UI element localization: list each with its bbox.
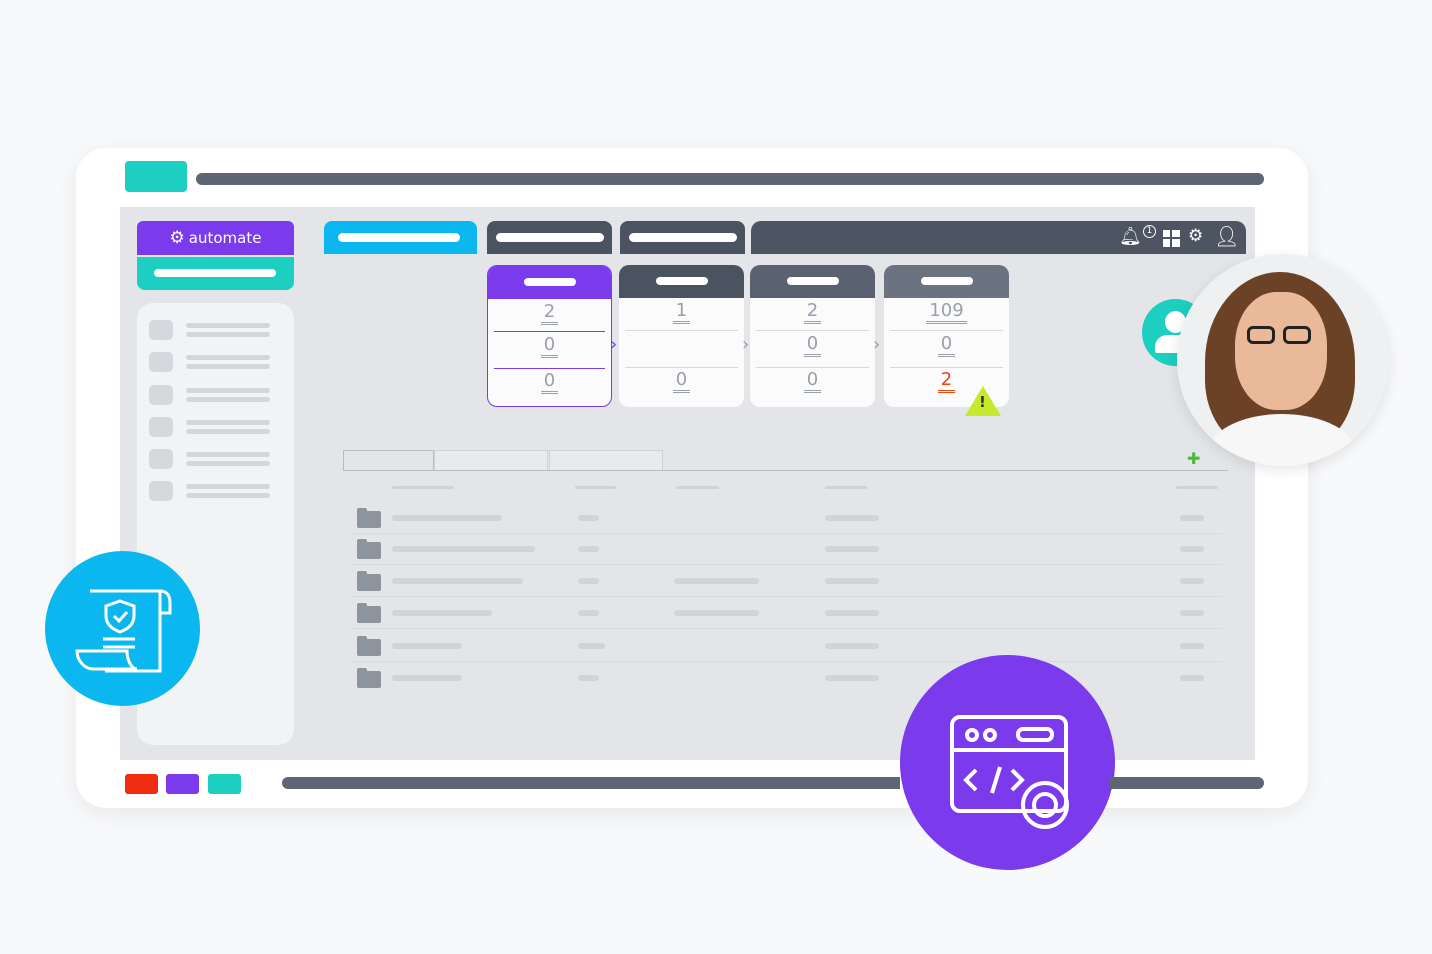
status-bar bbox=[282, 777, 900, 789]
card-value[interactable]: 2 bbox=[803, 300, 822, 324]
card-value[interactable]: 1 bbox=[672, 300, 691, 324]
status-card[interactable]: 2 0 0 bbox=[487, 265, 612, 407]
column-header bbox=[1176, 486, 1218, 489]
folder-icon bbox=[357, 571, 381, 591]
warning-icon bbox=[965, 386, 1001, 416]
color-swatch-purple bbox=[166, 774, 199, 794]
sidebar-item-icon bbox=[149, 481, 173, 501]
window-logo-block bbox=[125, 161, 187, 192]
card-value[interactable]: 109 bbox=[926, 300, 967, 324]
card-value[interactable]: 0 bbox=[540, 370, 559, 394]
folder-icon bbox=[357, 508, 381, 528]
card-value[interactable]: 2 bbox=[937, 369, 956, 393]
color-swatch-red bbox=[125, 774, 158, 794]
user-icon bbox=[1165, 311, 1186, 333]
tab-2[interactable] bbox=[487, 221, 612, 254]
card-value[interactable]: 0 bbox=[540, 334, 559, 358]
sidebar-primary-button[interactable] bbox=[137, 257, 294, 290]
color-swatch-teal bbox=[208, 774, 241, 794]
grid-icon[interactable] bbox=[1163, 230, 1180, 247]
brand-logo[interactable]: ⚙ automate bbox=[137, 221, 294, 255]
status-card[interactable]: 109 0 2 bbox=[884, 265, 1009, 407]
sidebar-item-icon bbox=[149, 320, 173, 340]
status-bar-end bbox=[1110, 777, 1264, 789]
user-photo bbox=[1177, 254, 1389, 466]
card-value[interactable]: 0 bbox=[803, 369, 822, 393]
card-value[interactable]: 2 bbox=[540, 301, 559, 325]
card-value[interactable]: 0 bbox=[937, 333, 956, 357]
sidebar-item-icon bbox=[149, 449, 173, 469]
sidebar-item[interactable] bbox=[149, 417, 274, 439]
card-value[interactable]: 0 bbox=[803, 333, 822, 357]
folder-icon bbox=[357, 636, 381, 656]
sidebar-item[interactable] bbox=[149, 352, 274, 374]
column-header bbox=[825, 486, 867, 489]
brand-name: automate bbox=[188, 229, 262, 247]
card-value[interactable]: 0 bbox=[672, 369, 691, 393]
folder-icon bbox=[357, 603, 381, 623]
status-card[interactable]: 2 0 0 bbox=[750, 265, 875, 407]
sidebar-item-icon bbox=[149, 385, 173, 405]
subtab-2[interactable] bbox=[434, 450, 548, 471]
secure-document-icon bbox=[45, 551, 200, 706]
chevron-right-icon: › bbox=[873, 334, 881, 355]
sidebar-item-icon bbox=[149, 417, 173, 437]
tabs-divider bbox=[343, 470, 1228, 471]
sidebar-item-icon bbox=[149, 352, 173, 372]
user-icon[interactable]: 👤︎ bbox=[1214, 224, 1240, 248]
gear-icon[interactable]: ⚙ bbox=[1188, 226, 1204, 246]
notification-count: 1 bbox=[1143, 225, 1156, 238]
column-header bbox=[676, 486, 719, 489]
chevron-right-icon: › bbox=[742, 334, 750, 355]
sidebar-item[interactable] bbox=[149, 481, 274, 503]
address-bar bbox=[196, 173, 1264, 185]
chevron-right-icon: › bbox=[610, 334, 618, 355]
sidebar-item[interactable] bbox=[149, 385, 274, 407]
column-header bbox=[575, 486, 616, 489]
tab-active[interactable] bbox=[324, 221, 477, 254]
subtab-1[interactable] bbox=[343, 450, 434, 471]
folder-icon bbox=[357, 539, 381, 559]
subtab-3[interactable] bbox=[549, 450, 663, 471]
gear-cycle-icon: ⚙ bbox=[169, 228, 185, 248]
sidebar-item[interactable] bbox=[149, 449, 274, 471]
column-header bbox=[392, 486, 454, 489]
toolbar: 🔔︎ 1 ⚙ 👤︎ bbox=[751, 221, 1246, 254]
folder-icon bbox=[357, 668, 381, 688]
code-settings-icon bbox=[900, 655, 1115, 870]
sidebar-item[interactable] bbox=[149, 320, 274, 342]
bell-icon[interactable]: 🔔︎ bbox=[1119, 226, 1142, 247]
add-icon[interactable]: ✚ bbox=[1187, 449, 1201, 468]
tab-3[interactable] bbox=[620, 221, 745, 254]
